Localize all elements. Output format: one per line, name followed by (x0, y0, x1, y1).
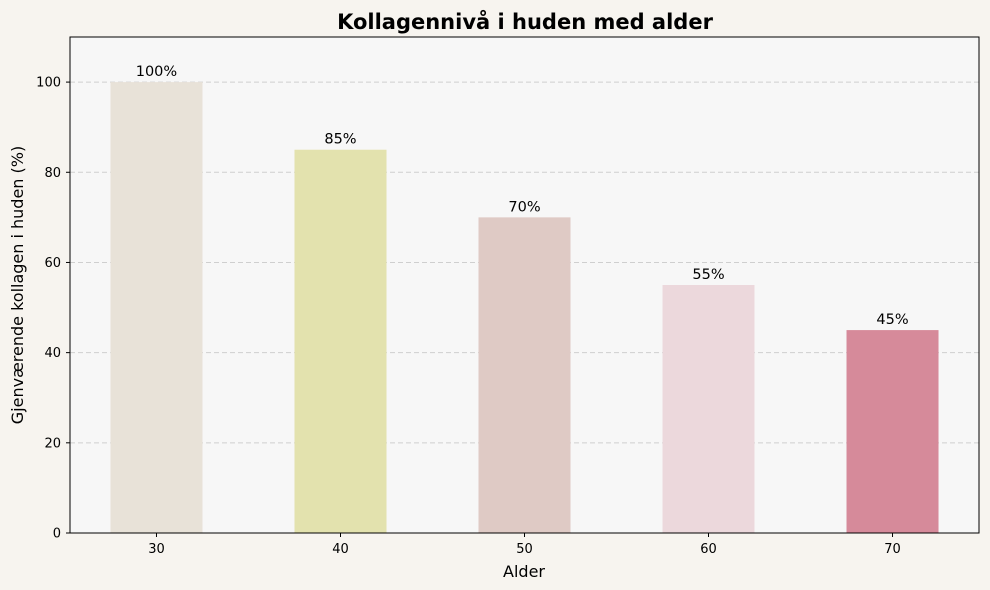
bars (110, 82, 939, 533)
x-tick-label: 50 (516, 542, 533, 557)
data-label: 100% (136, 64, 177, 80)
y-axis-ticks: 0 20 40 60 80 100 (36, 76, 70, 542)
y-tick-label: 40 (44, 346, 61, 361)
y-tick-label: 80 (44, 166, 61, 181)
y-tick-label: 100 (36, 76, 61, 91)
x-axis-ticks: 30 40 50 60 70 (148, 533, 901, 557)
data-label: 85% (324, 132, 356, 148)
x-tick-label: 40 (332, 542, 349, 557)
bar (294, 149, 387, 533)
x-tick-label: 60 (700, 542, 717, 557)
y-tick-label: 0 (53, 527, 61, 542)
y-tick-label: 60 (44, 256, 61, 271)
bar (662, 285, 755, 533)
bar (846, 330, 939, 533)
x-axis-label: Alder (503, 562, 545, 581)
data-label: 70% (508, 199, 540, 215)
data-label: 55% (692, 267, 724, 283)
data-labels: 100% 85% 70% 55% 45% (136, 64, 909, 328)
bar (478, 217, 571, 533)
bar (110, 82, 203, 533)
y-tick-label: 20 (44, 436, 61, 451)
chart-title: Kollagennivå i huden med alder (337, 9, 714, 34)
x-tick-label: 70 (884, 542, 901, 557)
data-label: 45% (876, 312, 908, 328)
x-tick-label: 30 (148, 542, 165, 557)
y-axis-label: Gjenværende kollagen i huden (%) (8, 146, 27, 424)
